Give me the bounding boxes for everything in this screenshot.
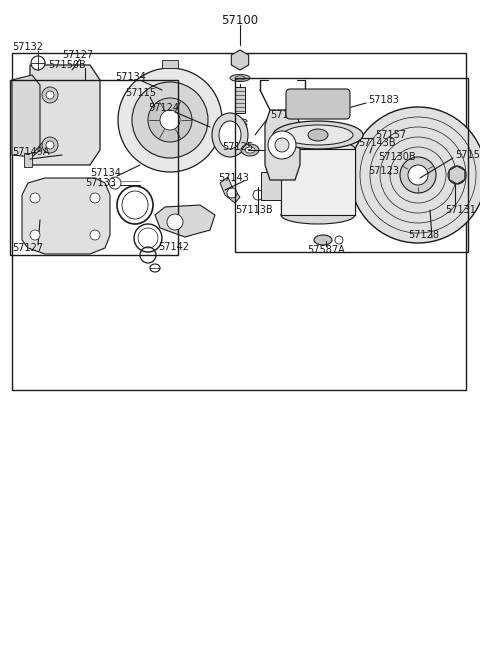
Text: 57149A: 57149A <box>12 147 49 157</box>
Circle shape <box>30 193 40 203</box>
Ellipse shape <box>366 160 374 174</box>
Bar <box>235 78 468 252</box>
Text: 57128: 57128 <box>408 230 439 240</box>
Text: 57120: 57120 <box>318 130 349 140</box>
Ellipse shape <box>385 156 395 178</box>
Polygon shape <box>220 177 240 203</box>
Circle shape <box>452 170 462 180</box>
Polygon shape <box>22 178 110 254</box>
Circle shape <box>400 157 436 193</box>
Text: 57143: 57143 <box>218 173 249 183</box>
Text: 57134: 57134 <box>90 168 121 178</box>
Text: 57130B: 57130B <box>378 152 416 162</box>
Bar <box>281 149 355 215</box>
Text: 57150B: 57150B <box>48 60 86 70</box>
Ellipse shape <box>396 159 404 175</box>
Text: 57113B: 57113B <box>235 205 273 215</box>
FancyBboxPatch shape <box>286 89 350 119</box>
Circle shape <box>275 138 289 152</box>
Bar <box>24 153 32 167</box>
Text: 57125: 57125 <box>222 142 253 152</box>
Ellipse shape <box>241 144 259 156</box>
Ellipse shape <box>362 154 378 180</box>
Ellipse shape <box>281 140 355 158</box>
Ellipse shape <box>212 113 248 157</box>
Circle shape <box>448 166 466 184</box>
Circle shape <box>42 137 58 153</box>
Circle shape <box>350 107 480 243</box>
Circle shape <box>90 193 100 203</box>
Ellipse shape <box>308 129 328 141</box>
Text: 57123: 57123 <box>368 166 399 176</box>
Circle shape <box>235 55 245 65</box>
Circle shape <box>42 87 58 103</box>
Circle shape <box>30 230 40 240</box>
Text: 57127: 57127 <box>12 243 43 253</box>
Bar <box>235 87 245 113</box>
Bar <box>10 80 178 255</box>
Text: 57127: 57127 <box>62 50 93 60</box>
Circle shape <box>148 98 192 142</box>
Ellipse shape <box>219 121 241 149</box>
Ellipse shape <box>245 147 255 153</box>
Circle shape <box>118 68 222 172</box>
Polygon shape <box>449 166 465 184</box>
Bar <box>261 172 281 200</box>
Circle shape <box>46 91 54 99</box>
Bar <box>162 60 178 68</box>
Circle shape <box>90 230 100 240</box>
Polygon shape <box>265 110 300 180</box>
Ellipse shape <box>150 264 160 272</box>
Ellipse shape <box>235 76 245 80</box>
Circle shape <box>268 131 296 159</box>
Ellipse shape <box>281 206 355 224</box>
Polygon shape <box>155 205 215 237</box>
Bar <box>281 149 355 215</box>
Circle shape <box>335 236 343 244</box>
Text: 57157: 57157 <box>375 130 406 140</box>
Circle shape <box>167 214 183 230</box>
Text: 57150: 57150 <box>455 150 480 160</box>
Circle shape <box>132 82 208 158</box>
Text: 57100: 57100 <box>221 14 259 26</box>
Ellipse shape <box>314 235 332 245</box>
Circle shape <box>253 190 263 200</box>
Ellipse shape <box>273 121 363 149</box>
Text: 57143B: 57143B <box>358 138 396 148</box>
Bar <box>302 159 380 175</box>
Text: 57132: 57132 <box>12 42 43 52</box>
Text: 57134: 57134 <box>115 72 146 82</box>
Circle shape <box>46 141 54 149</box>
Text: 57142: 57142 <box>158 242 189 252</box>
Circle shape <box>160 110 180 130</box>
Ellipse shape <box>393 153 407 181</box>
Text: 57149C: 57149C <box>270 110 308 120</box>
Text: 57131: 57131 <box>445 205 476 215</box>
Circle shape <box>109 177 121 189</box>
Polygon shape <box>12 75 40 157</box>
Ellipse shape <box>283 125 353 145</box>
Text: 57183: 57183 <box>368 95 399 105</box>
Ellipse shape <box>230 75 250 81</box>
Polygon shape <box>231 50 249 70</box>
Circle shape <box>31 56 45 70</box>
Polygon shape <box>30 65 100 165</box>
Text: 57587A: 57587A <box>307 245 345 255</box>
Bar <box>12 53 466 390</box>
Text: 57124: 57124 <box>148 103 179 113</box>
Text: 57115: 57115 <box>125 88 156 98</box>
Circle shape <box>227 188 237 198</box>
Text: 57133: 57133 <box>85 178 116 188</box>
Circle shape <box>408 165 428 185</box>
